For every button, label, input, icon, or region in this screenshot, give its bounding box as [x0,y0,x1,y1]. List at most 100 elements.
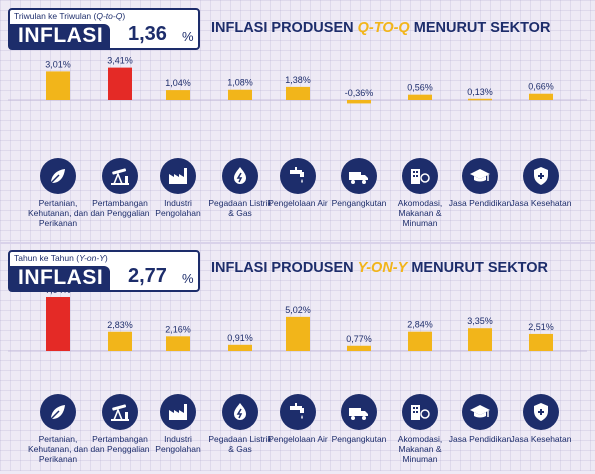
sector-item: Pengangkutan [324,158,394,208]
sector-item: Pertambangan dan Penggalian [85,158,155,218]
yoy-chart: 7,94% 2,83% 2,16% 0,91% 5,02% 0,77% 2,84% 3,35%… [0,288,595,393]
qtq-badge: INFLASI [10,24,110,48]
water-tap-icon [280,158,316,194]
qtq-title: INFLASI PRODUSEN Q-TO-Q MENURUT SEKTOR [211,20,551,36]
qtq-bar-chart: 3,01% 3,41% 1,04% 1,08% 1,38% -0,36% 0,56% 0,13… [8,56,587,104]
value-label: 1,38% [285,75,311,85]
sector-label: Jasa Kesehatan [510,434,572,444]
hotel-icon [402,158,438,194]
qtq-section: Triwulan ke Triwulan (Q-to-Q) INFLASI 1,… [0,8,595,238]
section-divider [0,242,595,244]
factory-icon [160,158,196,194]
qtq-caption: Triwulan ke Triwulan (Q-to-Q) [14,11,126,21]
sector-label: Jasa Pendidikan [448,198,512,208]
yoy-caption: Tahun ke Tahun (Y-on-Y) [14,253,108,263]
sector-item: Pengelolaan Air [263,394,333,444]
graduation-cap-icon [462,394,498,430]
value-label: 0,66% [528,82,554,92]
sector-item: Akomodasi, Makanan & Minuman [385,158,455,228]
sector-label: Pegadaan Listrik & Gas [208,434,272,454]
value-label: 2,16% [165,324,191,334]
electric-fire-icon [222,158,258,194]
yoy-bar-chart: 7,94% 2,83% 2,16% 0,91% 5,02% 0,77% 2,84% 3,35%… [8,288,587,352]
sector-item: Pertanian, Kehutanan, dan Perikanan [23,394,93,464]
qtq-sector-icons: Pertanian, Kehutanan, dan Perikanan Perta… [0,158,595,238]
value-label: 2,84% [407,320,433,330]
sector-label: Pegadaan Listrik & Gas [208,198,272,218]
sector-item: Jasa Pendidikan [445,394,515,444]
value-label: 3,41% [107,56,133,66]
health-shield-icon [523,158,559,194]
health-shield-icon [523,394,559,430]
sector-label: Jasa Kesehatan [510,198,572,208]
sector-label: Pertambangan dan Penggalian [90,434,150,454]
sector-label: Pengelolaan Air [268,198,328,208]
bar [286,316,310,351]
oil-pump-icon [102,394,138,430]
yoy-value: 2,77 [128,265,167,287]
qtq-chart: 3,01% 3,41% 1,04% 1,08% 1,38% -0,36% 0,56% 0,13… [0,55,595,155]
value-label: 0,13% [467,87,493,97]
sector-item: Industri Pengolahan [143,158,213,218]
sector-label: Pengangkutan [331,434,387,444]
bar [408,331,432,351]
qtq-value: 1,36 [128,23,167,45]
bar [468,98,492,101]
bar [286,86,310,100]
bar [46,71,70,100]
value-label: 3,35% [467,316,493,326]
sector-item: Pertanian, Kehutanan, dan Perikanan [23,158,93,228]
sector-label: Pertanian, Kehutanan, dan Perikanan [27,434,89,464]
value-label: 1,04% [165,78,191,88]
bar [408,94,432,100]
factory-icon [160,394,196,430]
graduation-cap-icon [462,158,498,194]
sector-label: Akomodasi, Makanan & Minuman [397,198,443,228]
value-label: 1,08% [227,78,253,88]
leaf-icon [40,394,76,430]
sector-item: Industri Pengolahan [143,394,213,454]
value-label: 0,77% [346,334,372,344]
yoy-section: Tahun ke Tahun (Y-on-Y) INFLASI 2,77 % I… [0,248,595,471]
yoy-header-box: Tahun ke Tahun (Y-on-Y) INFLASI 2,77 % [8,250,200,292]
bar [108,67,132,100]
sector-label: Akomodasi, Makanan & Minuman [397,434,443,464]
sector-label: Pengangkutan [331,198,387,208]
sector-label: Jasa Pendidikan [448,434,512,444]
yoy-sector-icons: Pertanian, Kehutanan, dan Perikanan Perta… [0,394,595,474]
hotel-icon [402,394,438,430]
sector-item: Jasa Pendidikan [445,158,515,208]
bar [228,344,252,351]
sector-label: Industri Pengolahan [155,198,201,218]
value-label: -0,36% [345,88,374,98]
sector-label: Pertambangan dan Penggalian [90,198,150,218]
qtq-header-box: Triwulan ke Triwulan (Q-to-Q) INFLASI 1,… [8,8,200,50]
qtq-unit: % [182,29,194,44]
sector-item: Pertambangan dan Penggalian [85,394,155,454]
value-label: 0,56% [407,83,433,93]
sector-item: Pegadaan Listrik & Gas [205,158,275,218]
bar [468,328,492,351]
bar [108,331,132,351]
sector-item: Pengangkutan [324,394,394,444]
oil-pump-icon [102,158,138,194]
value-label: 7,94% [45,288,71,295]
bar [166,336,190,351]
yoy-unit: % [182,271,194,286]
water-tap-icon [280,394,316,430]
sector-item: Pegadaan Listrik & Gas [205,394,275,454]
value-label: 5,02% [285,305,311,315]
electric-fire-icon [222,394,258,430]
sector-item: Pengelolaan Air [263,158,333,208]
bar [347,100,371,104]
leaf-icon [40,158,76,194]
truck-icon [341,158,377,194]
yoy-badge: INFLASI [10,266,110,290]
value-label: 3,01% [45,59,71,69]
bar [46,297,70,351]
bar [529,333,553,351]
truck-icon [341,394,377,430]
sector-label: Pertanian, Kehutanan, dan Perikanan [27,198,89,228]
sector-label: Industri Pengolahan [155,434,201,454]
bar [228,89,252,100]
